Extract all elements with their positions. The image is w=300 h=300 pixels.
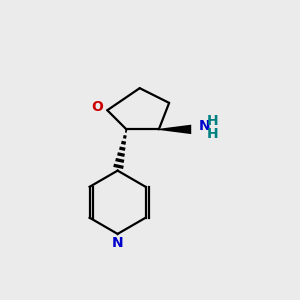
Polygon shape bbox=[123, 135, 127, 139]
Polygon shape bbox=[119, 146, 125, 151]
Polygon shape bbox=[117, 152, 125, 157]
Polygon shape bbox=[159, 125, 191, 134]
Polygon shape bbox=[113, 164, 124, 169]
Polygon shape bbox=[115, 158, 124, 163]
Text: N: N bbox=[112, 236, 123, 250]
Text: N: N bbox=[199, 119, 210, 134]
Text: H: H bbox=[207, 114, 218, 128]
Polygon shape bbox=[125, 129, 127, 133]
Text: O: O bbox=[91, 100, 103, 114]
Polygon shape bbox=[121, 141, 126, 145]
Text: H: H bbox=[207, 127, 218, 141]
